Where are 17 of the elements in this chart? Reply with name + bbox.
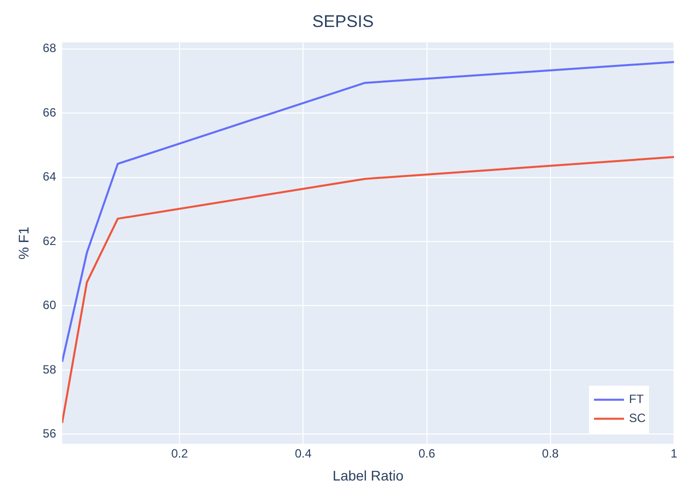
x-axis-title: Label Ratio bbox=[332, 467, 404, 484]
chart-title: SEPSIS bbox=[312, 12, 374, 31]
x-tick-label: 0.6 bbox=[418, 446, 436, 460]
x-tick-label: 1 bbox=[670, 446, 678, 460]
y-tick-label: 66 bbox=[42, 105, 56, 120]
y-tick-label: 68 bbox=[42, 41, 56, 56]
x-tick-label: 0.2 bbox=[171, 446, 188, 460]
y-tick-label: 58 bbox=[42, 362, 56, 376]
x-tick-label: 0.4 bbox=[294, 446, 312, 460]
y-tick-label: 62 bbox=[42, 234, 56, 248]
y-tick-label: 56 bbox=[42, 426, 56, 440]
legend-label: FT bbox=[629, 392, 644, 406]
legend-label: SC bbox=[629, 411, 646, 426]
y-axis-title: % F1 bbox=[15, 226, 32, 260]
y-tick-label: 60 bbox=[42, 298, 56, 312]
x-tick-label: 0.8 bbox=[542, 446, 560, 460]
y-tick-label: 64 bbox=[42, 170, 56, 184]
